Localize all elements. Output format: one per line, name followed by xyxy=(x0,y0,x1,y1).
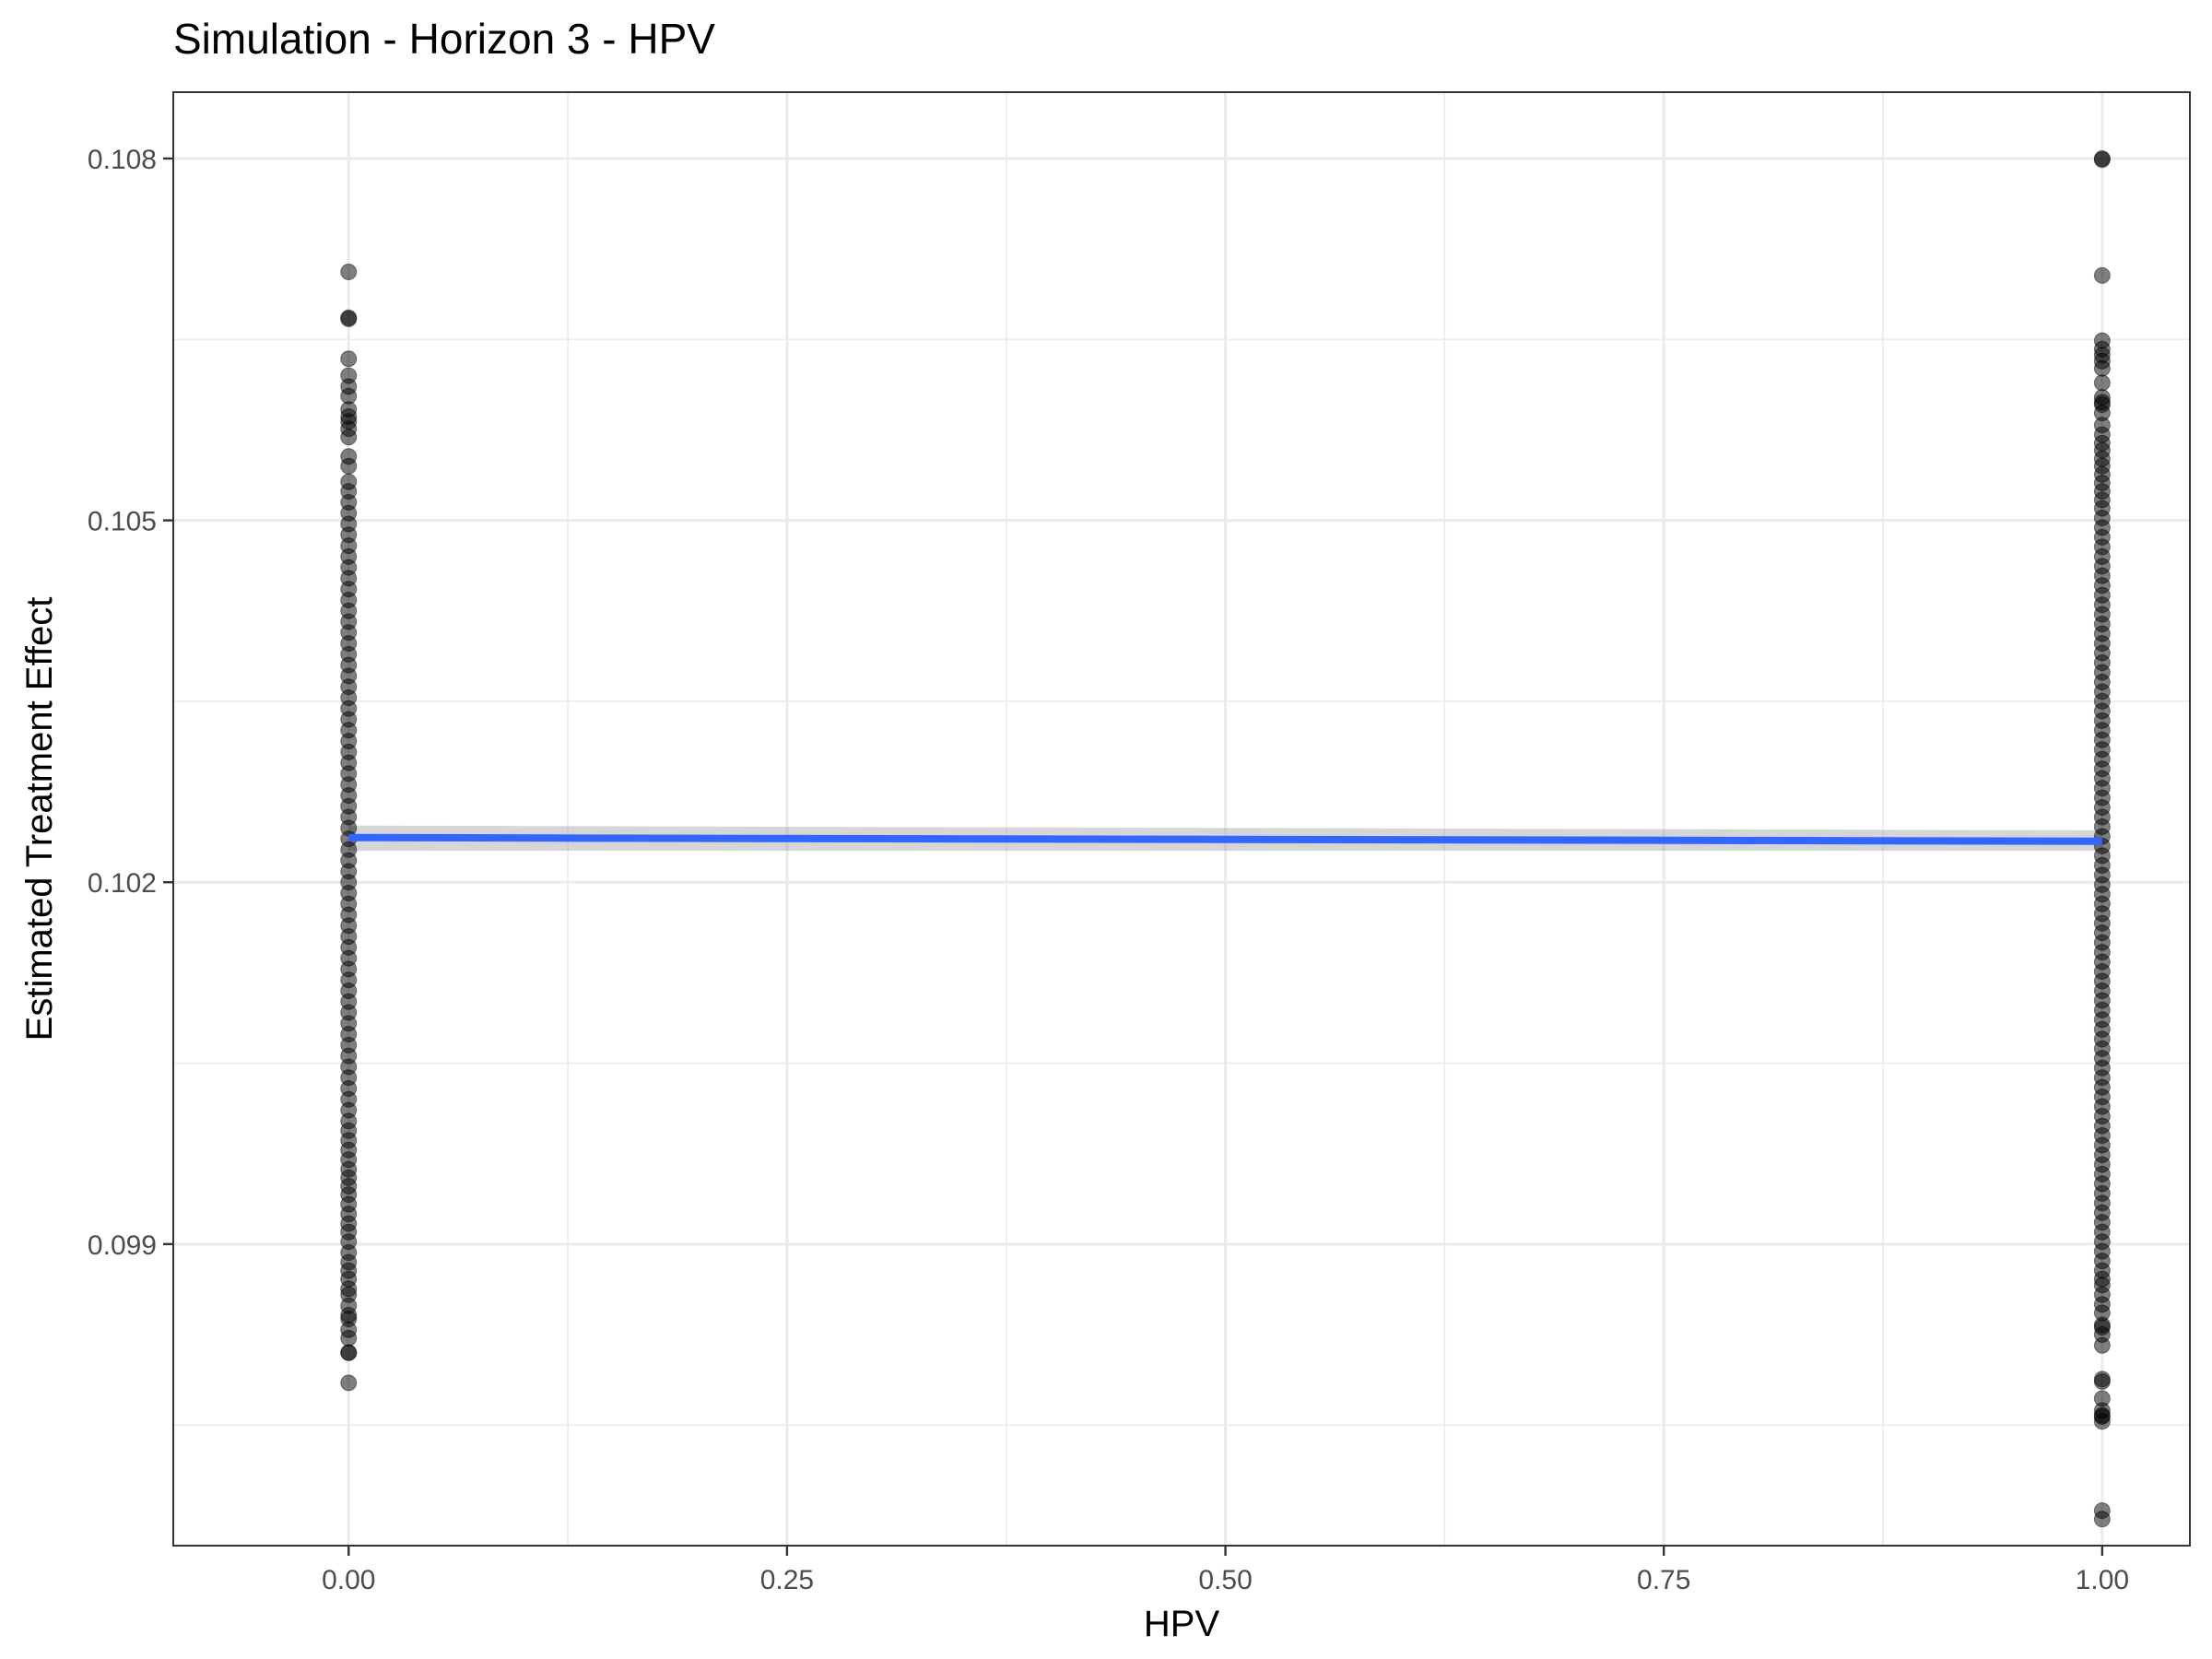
data-point xyxy=(340,1344,358,1361)
x-tick-label: 1.00 xyxy=(2076,1565,2129,1595)
y-tick-label: 0.105 xyxy=(88,507,157,537)
data-point xyxy=(340,457,358,475)
x-axis: 0.00 0.25 0.50 0.75 1.00 xyxy=(322,1546,2129,1595)
data-point xyxy=(340,429,358,446)
points-layer xyxy=(340,149,2111,1528)
panel-border xyxy=(172,91,2191,1547)
data-point xyxy=(2093,1413,2111,1430)
x-tick-label: 0.25 xyxy=(760,1565,814,1595)
chart-title: Simulation - Horizon 3 - HPV xyxy=(173,15,715,63)
minor-gridlines xyxy=(173,92,2190,1546)
data-point xyxy=(2093,151,2111,169)
data-point xyxy=(2093,1336,2111,1354)
x-tick-label: 0.50 xyxy=(1198,1565,1252,1595)
data-point xyxy=(2093,359,2111,377)
y-tick-label: 0.099 xyxy=(88,1230,157,1261)
data-point xyxy=(2093,1373,2111,1391)
x-axis-title: HPV xyxy=(1144,1604,1220,1644)
x-tick-label: 0.75 xyxy=(1637,1565,1690,1595)
major-gridlines xyxy=(173,92,2190,1546)
data-point xyxy=(340,311,358,328)
data-point xyxy=(2093,374,2111,392)
data-point xyxy=(2093,1511,2111,1528)
x-tick-label: 0.00 xyxy=(322,1565,375,1595)
fit-line xyxy=(348,833,2102,845)
y-tick-label: 0.108 xyxy=(88,145,157,175)
data-point xyxy=(340,350,358,368)
fit-line-layer xyxy=(348,833,2102,845)
data-point xyxy=(340,263,358,280)
data-point xyxy=(340,1329,358,1347)
data-point xyxy=(340,1374,358,1392)
y-axis: 0.099 0.102 0.105 0.108 xyxy=(88,145,173,1261)
y-tick-label: 0.102 xyxy=(88,868,157,899)
data-point xyxy=(2093,266,2111,284)
y-axis-title: Estimated Treatment Effect xyxy=(19,597,60,1041)
